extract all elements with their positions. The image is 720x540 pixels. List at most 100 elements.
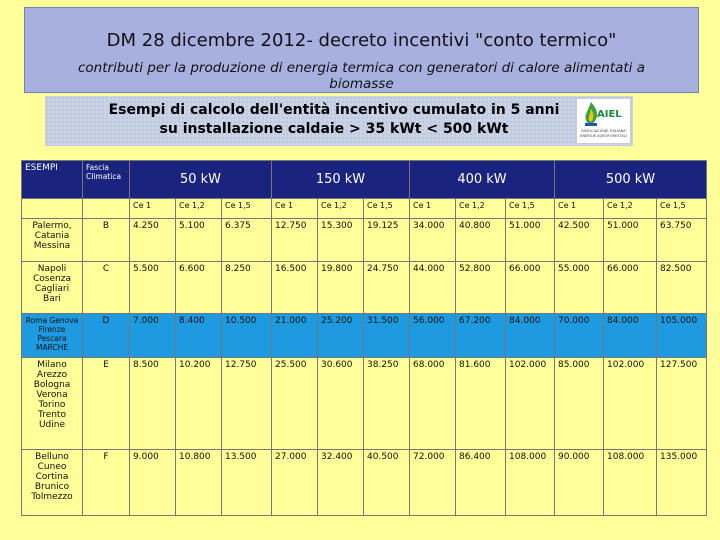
- value-cell: 52.800: [455, 261, 506, 314]
- ce-header-cell: Ce 1,2: [455, 198, 506, 219]
- value-cell: 6.375: [221, 218, 272, 262]
- value-cell: 15.300: [317, 218, 364, 262]
- value-cell: 82.500: [656, 261, 707, 314]
- header-box: DM 28 dicembre 2012- decreto incentivi "…: [24, 7, 699, 93]
- logo-subtext: ASSOCIAZIONE ITALIANA ENERGIE AGROFOREST…: [580, 129, 627, 138]
- zone-cell: E: [82, 357, 130, 450]
- banner: Esempi di calcolo dell'entità incentivo …: [45, 96, 633, 146]
- value-cell: 21.000: [271, 313, 318, 358]
- value-cell: 66.000: [505, 261, 555, 314]
- value-cell: 8.400: [175, 313, 222, 358]
- cities-cell: Roma Genova Firenze Pescara MARCHE: [21, 313, 83, 358]
- value-cell: 40.800: [455, 218, 506, 262]
- ce-header-cell: Ce 1,5: [363, 198, 410, 219]
- value-cell: 27.000: [271, 449, 318, 516]
- value-cell: 40.500: [363, 449, 410, 516]
- value-cell: 19.800: [317, 261, 364, 314]
- banner-line-2: su installazione caldaie > 35 kWt < 500 …: [159, 121, 509, 137]
- value-cell: 90.000: [554, 449, 604, 516]
- value-cell: 30.600: [317, 357, 364, 450]
- value-cell: 5.100: [175, 218, 222, 262]
- value-cell: 68.000: [409, 357, 456, 450]
- value-cell: 12.750: [221, 357, 272, 450]
- ce-header-cell: Ce 1,2: [175, 198, 222, 219]
- value-cell: 44.000: [409, 261, 456, 314]
- page-title: DM 28 dicembre 2012- decreto incentivi "…: [106, 30, 617, 51]
- ce-header-cell: Ce 1,5: [656, 198, 707, 219]
- value-cell: 34.000: [409, 218, 456, 262]
- value-cell: 84.000: [603, 313, 657, 358]
- ce-header-cell: Ce 1,2: [603, 198, 657, 219]
- value-cell: 10.500: [221, 313, 272, 358]
- table-row: Milano Arezzo Bologna Verona Torino Tren…: [21, 357, 707, 450]
- value-cell: 85.000: [554, 357, 604, 450]
- value-cell: 102.000: [603, 357, 657, 450]
- cities-cell: Belluno Cuneo Cortina Brunico Tolmezzo: [21, 449, 83, 516]
- value-cell: 108.000: [603, 449, 657, 516]
- value-cell: 25.200: [317, 313, 364, 358]
- ce-header-cell: Ce 1: [409, 198, 456, 219]
- value-cell: 4.250: [129, 218, 176, 262]
- value-cell: 135.000: [656, 449, 707, 516]
- value-cell: 105.000: [656, 313, 707, 358]
- ce-header-cell: Ce 1,2: [317, 198, 364, 219]
- value-cell: 12.750: [271, 218, 318, 262]
- value-cell: 81.600: [455, 357, 506, 450]
- banner-line-1: Esempi di calcolo dell'entità incentivo …: [108, 102, 560, 118]
- value-cell: 10.200: [175, 357, 222, 450]
- zone-cell: F: [82, 449, 130, 516]
- value-cell: 16.500: [271, 261, 318, 314]
- col-header-150kw: 150 kW: [271, 160, 410, 199]
- incentive-table: ESEMPI Fascia Climatica 50 kW 150 kW 400…: [21, 160, 707, 516]
- zone-cell: D: [82, 313, 130, 358]
- ce-header-cell: Ce 1,5: [505, 198, 555, 219]
- value-cell: 8.250: [221, 261, 272, 314]
- col-header-esempi: ESEMPI: [21, 160, 83, 199]
- value-cell: 38.250: [363, 357, 410, 450]
- table-row: Roma Genova Firenze Pescara MARCHE D 7.000…: [21, 313, 707, 358]
- col-header-50kw: 50 kW: [129, 160, 272, 199]
- flame-icon: [585, 102, 598, 126]
- value-cell: 84.000: [505, 313, 555, 358]
- value-cell: 72.000: [409, 449, 456, 516]
- cities-cell: Palermo, Catania Messina: [21, 218, 83, 262]
- value-cell: 32.400: [317, 449, 364, 516]
- value-cell: 56.000: [409, 313, 456, 358]
- value-cell: 5.500: [129, 261, 176, 314]
- value-cell: 7.000: [129, 313, 176, 358]
- value-cell: 42.500: [554, 218, 604, 262]
- empty-cell: [21, 198, 83, 219]
- ce-header-cell: Ce 1: [271, 198, 318, 219]
- value-cell: 51.000: [603, 218, 657, 262]
- ce-header-cell: Ce 1: [129, 198, 176, 219]
- value-cell: 31.500: [363, 313, 410, 358]
- page-subtitle: contributi per la produzione di energia …: [78, 60, 645, 92]
- value-cell: 19.125: [363, 218, 410, 262]
- cities-cell: Napoli Cosenza Cagliari Bari: [21, 261, 83, 314]
- value-cell: 6.600: [175, 261, 222, 314]
- value-cell: 13.500: [221, 449, 272, 516]
- value-cell: 25.500: [271, 357, 318, 450]
- value-cell: 70.000: [554, 313, 604, 358]
- value-cell: 63.750: [656, 218, 707, 262]
- ce-header-row: Ce 1 Ce 1,2 Ce 1,5 Ce 1 Ce 1,2 Ce 1,5 Ce 1 Ce 1…: [21, 198, 707, 219]
- value-cell: 8.500: [129, 357, 176, 450]
- value-cell: 108.000: [505, 449, 555, 516]
- value-cell: 10.800: [175, 449, 222, 516]
- value-cell: 9.000: [129, 449, 176, 516]
- zone-cell: B: [82, 218, 130, 262]
- value-cell: 67.200: [455, 313, 506, 358]
- ce-header-cell: Ce 1,5: [221, 198, 272, 219]
- value-cell: 66.000: [603, 261, 657, 314]
- empty-cell: [82, 198, 130, 219]
- value-cell: 102.000: [505, 357, 555, 450]
- logo-text: AIEL: [597, 109, 622, 120]
- value-cell: 55.000: [554, 261, 604, 314]
- aiel-logo: AIEL ASSOCIAZIONE ITALIANA ENERGIE AGROF…: [576, 98, 631, 144]
- table-row: Belluno Cuneo Cortina Brunico Tolmezzo F 9…: [21, 449, 707, 516]
- value-cell: 51.000: [505, 218, 555, 262]
- banner-heading: Esempi di calcolo dell'entità incentivo …: [95, 101, 573, 139]
- col-header-fascia: Fascia Climatica: [82, 160, 130, 199]
- cities-cell: Milano Arezzo Bologna Verona Torino Tren…: [21, 357, 83, 450]
- col-header-500kw: 500 kW: [554, 160, 707, 199]
